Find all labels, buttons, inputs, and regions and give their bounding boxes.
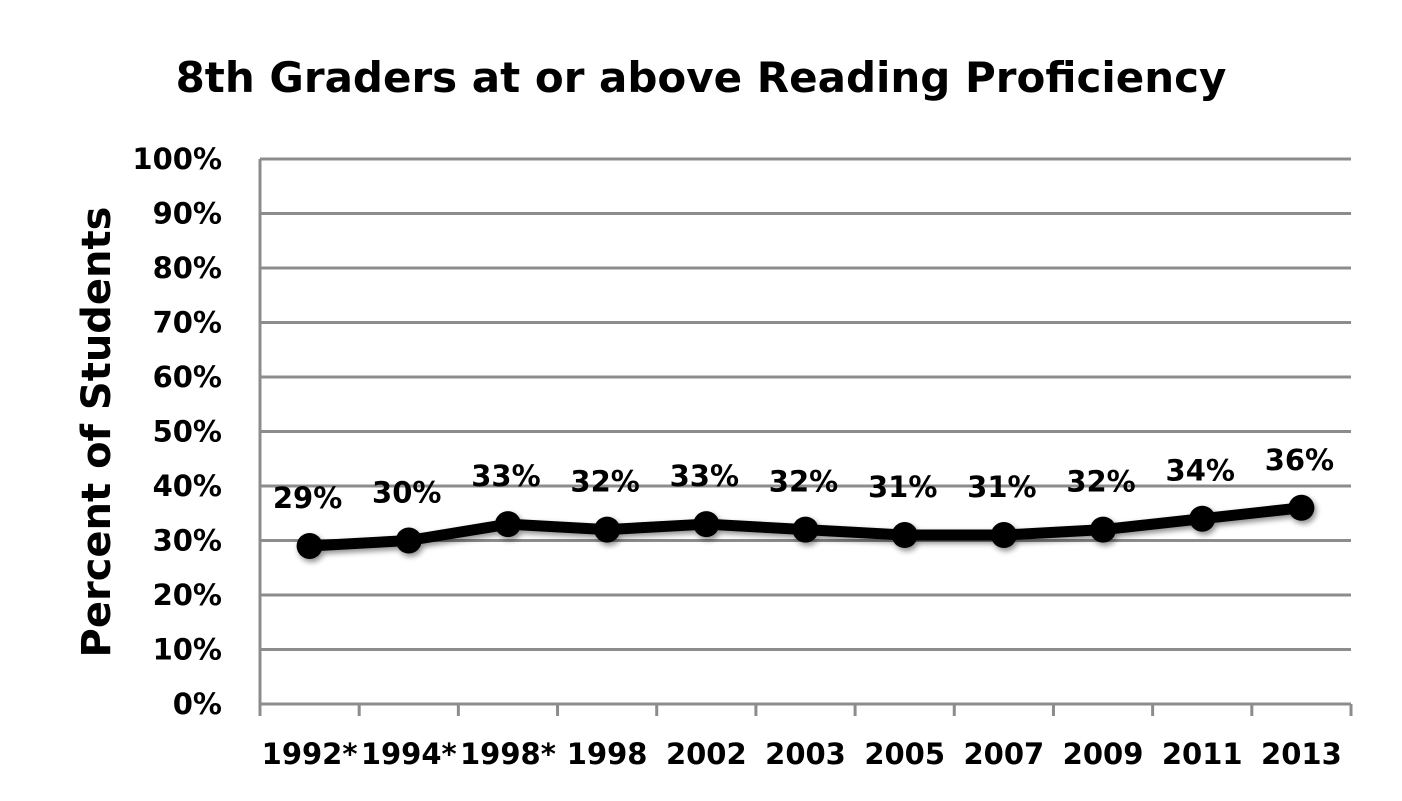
data-point [891,522,918,549]
x-tick-label: 2003 [765,737,846,771]
y-tick-label: 20% [153,578,222,612]
data-point [1288,494,1315,521]
gridlines [260,157,1351,651]
data-label: 36% [1265,443,1334,477]
data-label: 33% [471,459,540,493]
y-tick-labels: 0% 10% 20% 30% 40% 50% 60% 70% 80% 90% 100% [132,142,222,721]
x-tick-label: 2002 [666,737,747,771]
x-tick-label: 1998* [460,737,556,771]
x-tick-labels: 1992* 1994* 1998* 1998 2002 2003 2005 2007 2009 2… [262,737,1342,771]
data-label: 34% [1166,454,1235,488]
data-point [1189,505,1216,532]
data-label: 32% [570,465,639,499]
x-tick-label: 2007 [964,737,1045,771]
data-label: 31% [868,470,937,504]
y-tick-label: 80% [153,251,222,285]
y-tick-label: 100% [132,142,222,176]
data-point [792,516,819,543]
data-point [1090,516,1117,543]
data-labels: 29% 30% 33% 32% 33% 32% 31% 31% 32% 34% 36% [273,443,1334,515]
x-tick-label: 2009 [1063,737,1144,771]
y-tick-label: 0% [173,687,222,721]
x-tick-label: 1992* [262,737,358,771]
x-tick-label: 2011 [1162,737,1243,771]
y-tick-label: 90% [153,197,222,231]
data-point [395,527,422,554]
series [296,494,1315,559]
data-label: 30% [372,476,441,510]
y-tick-label: 70% [153,306,222,340]
data-point [296,532,323,559]
data-label: 32% [1066,465,1135,499]
y-tick-label: 30% [153,524,222,558]
x-tick-label: 2013 [1261,737,1342,771]
data-point [990,522,1017,549]
data-point [594,516,621,543]
y-tick-label: 50% [153,415,222,449]
x-tick-label: 1994* [361,737,457,771]
axes [258,159,1353,716]
data-label: 33% [670,459,739,493]
data-label: 31% [967,470,1036,504]
data-point [693,511,720,538]
data-label: 29% [273,481,342,515]
x-tick-label: 1998 [567,737,648,771]
data-label: 32% [769,465,838,499]
x-tick-label: 2005 [864,737,945,771]
y-tick-label: 10% [153,633,222,667]
chart-title: 8th Graders at or above Reading Proficie… [176,53,1227,102]
data-point [494,511,521,538]
y-axis-label: Percent of Students [74,207,120,658]
y-tick-label: 60% [153,360,222,394]
y-tick-label: 40% [153,469,222,503]
series-group [296,494,1315,559]
